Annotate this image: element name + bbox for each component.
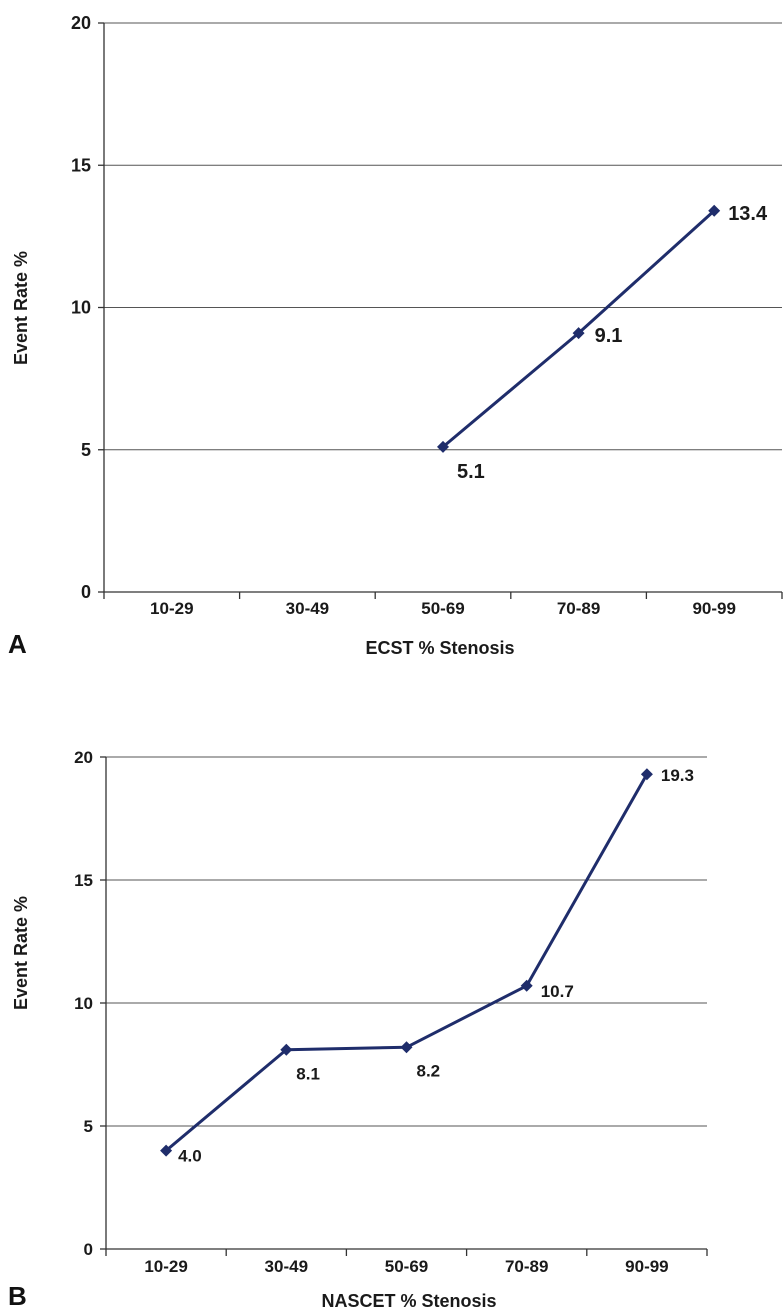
- chart-b-y-tick-label: 15: [74, 871, 93, 890]
- chart-a-axes: [98, 22, 783, 599]
- chart-a-x-tick-labels: 10-29 30-49 50-69 70-89 90-99: [150, 599, 736, 618]
- chart-a-gridlines: [104, 22, 782, 451]
- chart-a: 0 5 10 15 20 10-29 30-49 50-69 70-89 90-99 5.1 9.…: [8, 13, 783, 659]
- chart-a-y-tick-label: 15: [71, 155, 91, 175]
- chart-a-series: 5.1 9.1 13.4: [437, 203, 768, 483]
- chart-b: 0 5 10 15 20 10-29 30-49 50-69 70-89 90-99 4.0 8.…: [8, 748, 708, 1311]
- chart-b-x-tick-label: 10-29: [144, 1257, 187, 1276]
- chart-b-gridlines: [106, 756, 707, 1127]
- chart-a-data-label: 9.1: [595, 325, 623, 347]
- chart-b-x-tick-labels: 10-29 30-49 50-69 70-89 90-99: [144, 1257, 668, 1276]
- chart-a-y-tick-label: 5: [81, 440, 91, 460]
- chart-a-y-tick-labels: 0 5 10 15 20: [71, 13, 91, 602]
- chart-a-y-tick-label: 10: [71, 298, 91, 318]
- chart-b-series: 4.0 8.1 8.2 10.7 19.3: [160, 766, 694, 1166]
- chart-a-data-point: [708, 204, 721, 217]
- chart-b-x-axis-title: NASCET % Stenosis: [321, 1291, 496, 1311]
- chart-b-y-tick-label: 20: [74, 748, 93, 767]
- chart-a-x-tick-label: 30-49: [286, 599, 329, 618]
- chart-b-panel-letter: B: [8, 1281, 27, 1311]
- chart-a-y-tick-label: 20: [71, 13, 91, 33]
- chart-a-x-tick-label: 70-89: [557, 599, 600, 618]
- chart-b-x-tick-label: 90-99: [625, 1257, 668, 1276]
- chart-b-data-label: 19.3: [661, 766, 694, 785]
- chart-a-y-axis-title: Event Rate %: [11, 251, 31, 365]
- chart-a-data-label: 13.4: [728, 203, 768, 225]
- chart-b-y-axis-title: Event Rate %: [11, 896, 31, 1010]
- chart-b-series-line: [165, 773, 649, 1152]
- chart-b-x-tick-label: 50-69: [385, 1257, 428, 1276]
- chart-a-data-point: [572, 327, 585, 340]
- chart-b-data-point: [280, 1043, 293, 1056]
- chart-a-panel-letter: A: [8, 629, 27, 659]
- chart-a-x-axis-title: ECST % Stenosis: [365, 638, 514, 658]
- chart-b-data-point: [400, 1041, 413, 1054]
- chart-b-data-label: 8.1: [296, 1065, 320, 1084]
- chart-b-x-tick-label: 30-49: [265, 1257, 308, 1276]
- chart-a-x-tick-label: 10-29: [150, 599, 193, 618]
- chart-b-data-point: [640, 768, 653, 781]
- chart-b-y-tick-label: 5: [84, 1117, 93, 1136]
- chart-b-x-tick-label: 70-89: [505, 1257, 548, 1276]
- chart-a-data-label: 5.1: [457, 461, 485, 483]
- chart-b-axes: [100, 756, 708, 1256]
- chart-b-data-label: 8.2: [417, 1061, 441, 1080]
- chart-a-x-tick-label: 90-99: [692, 599, 735, 618]
- chart-b-data-label: 4.0: [178, 1147, 202, 1166]
- chart-b-data-label: 10.7: [541, 982, 574, 1001]
- chart-b-data-point: [160, 1144, 173, 1157]
- chart-b-data-point: [520, 979, 533, 992]
- chart-a-y-tick-label: 0: [81, 582, 91, 602]
- chart-b-y-tick-labels: 0 5 10 15 20: [74, 748, 93, 1259]
- chart-b-y-tick-label: 0: [84, 1240, 93, 1259]
- chart-a-x-tick-label: 50-69: [421, 599, 464, 618]
- chart-b-y-tick-label: 10: [74, 994, 93, 1013]
- chart-a-data-point: [437, 440, 449, 453]
